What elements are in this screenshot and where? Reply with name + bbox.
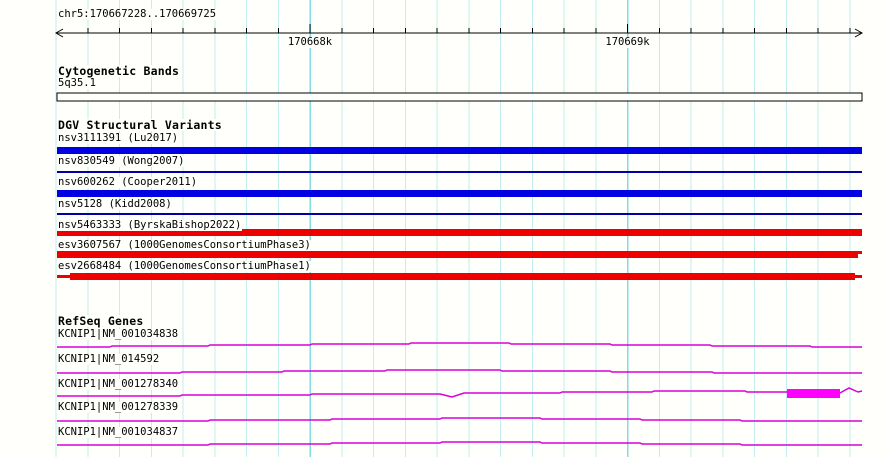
ruler-label: 170669k xyxy=(604,36,651,48)
gene-label-4[interactable]: KCNIP1|NM_001034837 xyxy=(57,426,180,438)
variant-label-nsv3111391[interactable]: nsv3111391 (Lu2017) xyxy=(57,132,180,144)
variant-bar-nsv3111391[interactable] xyxy=(57,147,862,154)
variant-bar-tail-esv2668484[interactable] xyxy=(855,275,862,278)
ruler-label: 170668k xyxy=(286,36,334,48)
variant-bar-esv2668484[interactable] xyxy=(70,273,855,280)
region-title: chr5:170667228..170669725 xyxy=(57,8,218,20)
track-heading-cytogenetic-bands: Cytogenetic Bands xyxy=(57,64,181,78)
variant-bar-nsv600262[interactable] xyxy=(57,190,862,197)
gene-line-1[interactable] xyxy=(57,369,862,374)
variant-label-nsv830549[interactable]: nsv830549 (Wong2007) xyxy=(57,155,186,167)
gene-label-0[interactable]: KCNIP1|NM_001034838 xyxy=(57,328,180,340)
cytoband-label[interactable]: 5q35.1 xyxy=(57,77,97,89)
track-heading-dgv-structural-variants: DGV Structural Variants xyxy=(57,118,223,132)
variant-label-esv2668484[interactable]: esv2668484 (1000GenomesConsortiumPhase1) xyxy=(57,260,312,272)
variant-label-esv3607567[interactable]: esv3607567 (1000GenomesConsortiumPhase3) xyxy=(57,239,312,251)
gene-exon-2[interactable] xyxy=(787,389,840,398)
variant-line-nsv5128[interactable] xyxy=(57,213,862,215)
variant-label-nsv5128[interactable]: nsv5128 (Kidd2008) xyxy=(57,198,173,210)
variant-bar-tail-esv3607567[interactable] xyxy=(858,251,862,254)
variant-line-nsv830549[interactable] xyxy=(57,171,862,173)
gene-line-2[interactable] xyxy=(57,390,787,398)
variant-bar-tail-esv2668484[interactable] xyxy=(57,275,70,278)
gene-label-1[interactable]: KCNIP1|NM_014592 xyxy=(57,353,161,365)
cytoband-rect[interactable] xyxy=(56,92,863,102)
gene-label-3[interactable]: KCNIP1|NM_001278339 xyxy=(57,401,180,413)
gene-line-0[interactable] xyxy=(57,342,862,348)
variant-label-nsv600262[interactable]: nsv600262 (Cooper2011) xyxy=(57,176,199,188)
variant-label-nsv5463333[interactable]: nsv5463333 (ByrskaBishop2022) xyxy=(57,219,243,231)
gene-line-4[interactable] xyxy=(57,441,862,446)
gene-intron-hat-2[interactable] xyxy=(839,387,863,394)
gene-line-3[interactable] xyxy=(57,417,862,422)
ruler-right-arrow-icon xyxy=(854,28,864,38)
variant-bar-nsv5463333[interactable] xyxy=(57,229,862,236)
gene-label-2[interactable]: KCNIP1|NM_001278340 xyxy=(57,378,180,390)
track-heading-refseq-genes: RefSeq Genes xyxy=(57,314,145,328)
ruler-left-arrow-icon xyxy=(54,28,64,38)
variant-bar-esv3607567[interactable] xyxy=(57,251,858,258)
